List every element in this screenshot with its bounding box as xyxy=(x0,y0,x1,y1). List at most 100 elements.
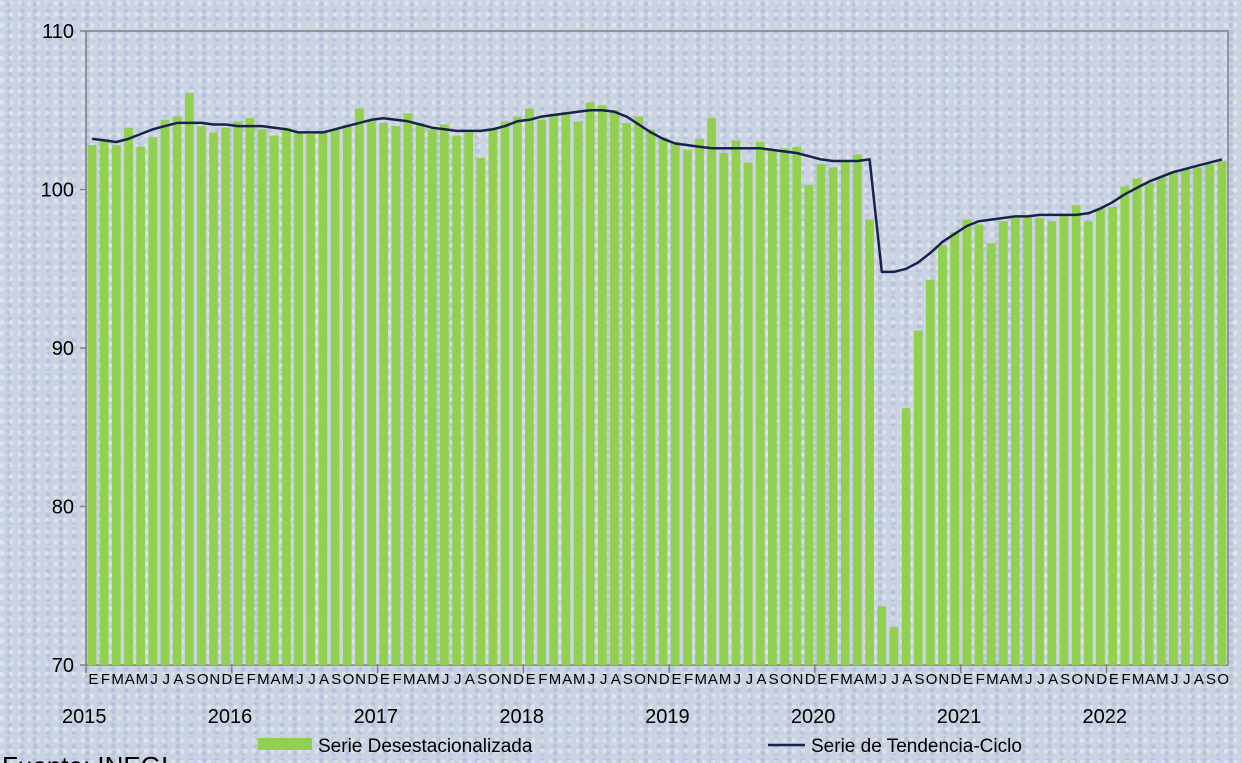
x-month-label: O xyxy=(1072,671,1083,688)
bar xyxy=(998,221,1008,665)
x-month-label: J xyxy=(588,671,595,688)
x-month-label: S xyxy=(1206,671,1216,688)
bar xyxy=(476,157,486,666)
bar xyxy=(367,119,376,665)
bar xyxy=(184,92,194,665)
y-tick-label: 110 xyxy=(42,21,74,43)
bar xyxy=(415,122,425,666)
x-month-label: A xyxy=(757,671,767,688)
bar xyxy=(245,118,255,666)
bar xyxy=(962,219,972,666)
x-month-label: J xyxy=(442,671,449,688)
x-month-label: N xyxy=(501,671,511,688)
x-month-label: M xyxy=(427,671,439,688)
bar xyxy=(440,124,449,665)
x-month-label: M xyxy=(136,671,148,688)
x-month-label: S xyxy=(623,671,633,688)
bar xyxy=(974,224,984,665)
bar xyxy=(670,141,680,665)
x-month-label: M xyxy=(1132,671,1144,688)
x-month-label: N xyxy=(1084,671,1094,688)
bar xyxy=(124,127,133,665)
bar xyxy=(537,119,546,665)
x-month-label: J xyxy=(1037,671,1044,688)
x-month-label: M xyxy=(1156,671,1168,688)
x-month-label: E xyxy=(817,671,827,688)
x-month-label: F xyxy=(976,671,985,688)
x-month-label: M xyxy=(549,671,561,688)
x-month-label: A xyxy=(465,671,475,688)
bar xyxy=(318,130,328,666)
bar xyxy=(209,132,218,665)
bar xyxy=(646,129,656,665)
bar xyxy=(99,138,109,665)
x-month-label: S xyxy=(769,671,779,688)
bar xyxy=(743,162,753,665)
x-month-label: S xyxy=(914,671,924,688)
x-month-label: N xyxy=(793,671,803,688)
bar xyxy=(330,129,340,665)
x-month-label: E xyxy=(526,671,536,688)
x-month-label: A xyxy=(562,671,572,688)
bar xyxy=(889,626,899,665)
bar xyxy=(1144,183,1154,665)
x-month-label: F xyxy=(538,671,547,688)
x-month-label: J xyxy=(600,671,607,688)
x-month-label: J xyxy=(733,671,740,688)
x-month-label: A xyxy=(902,671,912,688)
bar xyxy=(755,141,765,665)
bar xyxy=(197,126,206,666)
bar xyxy=(1156,176,1166,665)
bar xyxy=(172,116,182,666)
bar xyxy=(549,113,559,666)
x-year-label: 2020 xyxy=(791,706,836,728)
x-year-label: 2021 xyxy=(937,706,982,728)
bar xyxy=(719,153,729,666)
bar xyxy=(282,127,291,665)
bar xyxy=(634,116,644,666)
x-month-label: D xyxy=(659,671,670,688)
x-month-label: J xyxy=(891,671,898,688)
x-month-label: A xyxy=(125,671,135,688)
bar xyxy=(938,244,947,665)
bar xyxy=(500,121,510,666)
x-month-label: A xyxy=(416,671,426,688)
x-month-label: F xyxy=(830,671,839,688)
y-tick-label: 90 xyxy=(52,338,74,360)
x-month-label: F xyxy=(1121,671,1130,688)
x-month-label: F xyxy=(392,671,401,688)
y-axis: 70 80 90 100 110 xyxy=(41,21,86,677)
trend-line xyxy=(91,109,1223,274)
bar xyxy=(925,279,935,665)
x-year-label: 2022 xyxy=(1083,706,1128,728)
x-month-label: E xyxy=(671,671,681,688)
x-month-label: M xyxy=(695,671,707,688)
bar xyxy=(1168,172,1178,665)
bar xyxy=(622,122,632,666)
x-month-label: E xyxy=(1109,671,1119,688)
x-year-label: 2017 xyxy=(354,706,399,728)
x-month-label: M xyxy=(1010,671,1022,688)
x-month-label: A xyxy=(708,671,718,688)
x-month-label: A xyxy=(271,671,281,688)
x-month-label: J xyxy=(1025,671,1032,688)
x-month-label: M xyxy=(257,671,269,688)
bar xyxy=(986,243,996,665)
bar xyxy=(1011,218,1020,665)
x-month-label: A xyxy=(1145,671,1155,688)
bar xyxy=(901,408,911,665)
bar xyxy=(306,134,316,665)
x-month-label: J xyxy=(296,671,303,688)
bar xyxy=(1023,216,1032,665)
bar xyxy=(1071,205,1081,665)
x-year-label: 2019 xyxy=(645,706,690,728)
bar xyxy=(1132,178,1142,665)
x-month-label: A xyxy=(854,671,864,688)
y-tick-label: 80 xyxy=(52,497,74,519)
x-month-label: O xyxy=(926,671,937,688)
bar xyxy=(682,149,692,665)
bar xyxy=(707,118,717,666)
x-month-label: S xyxy=(331,671,341,688)
